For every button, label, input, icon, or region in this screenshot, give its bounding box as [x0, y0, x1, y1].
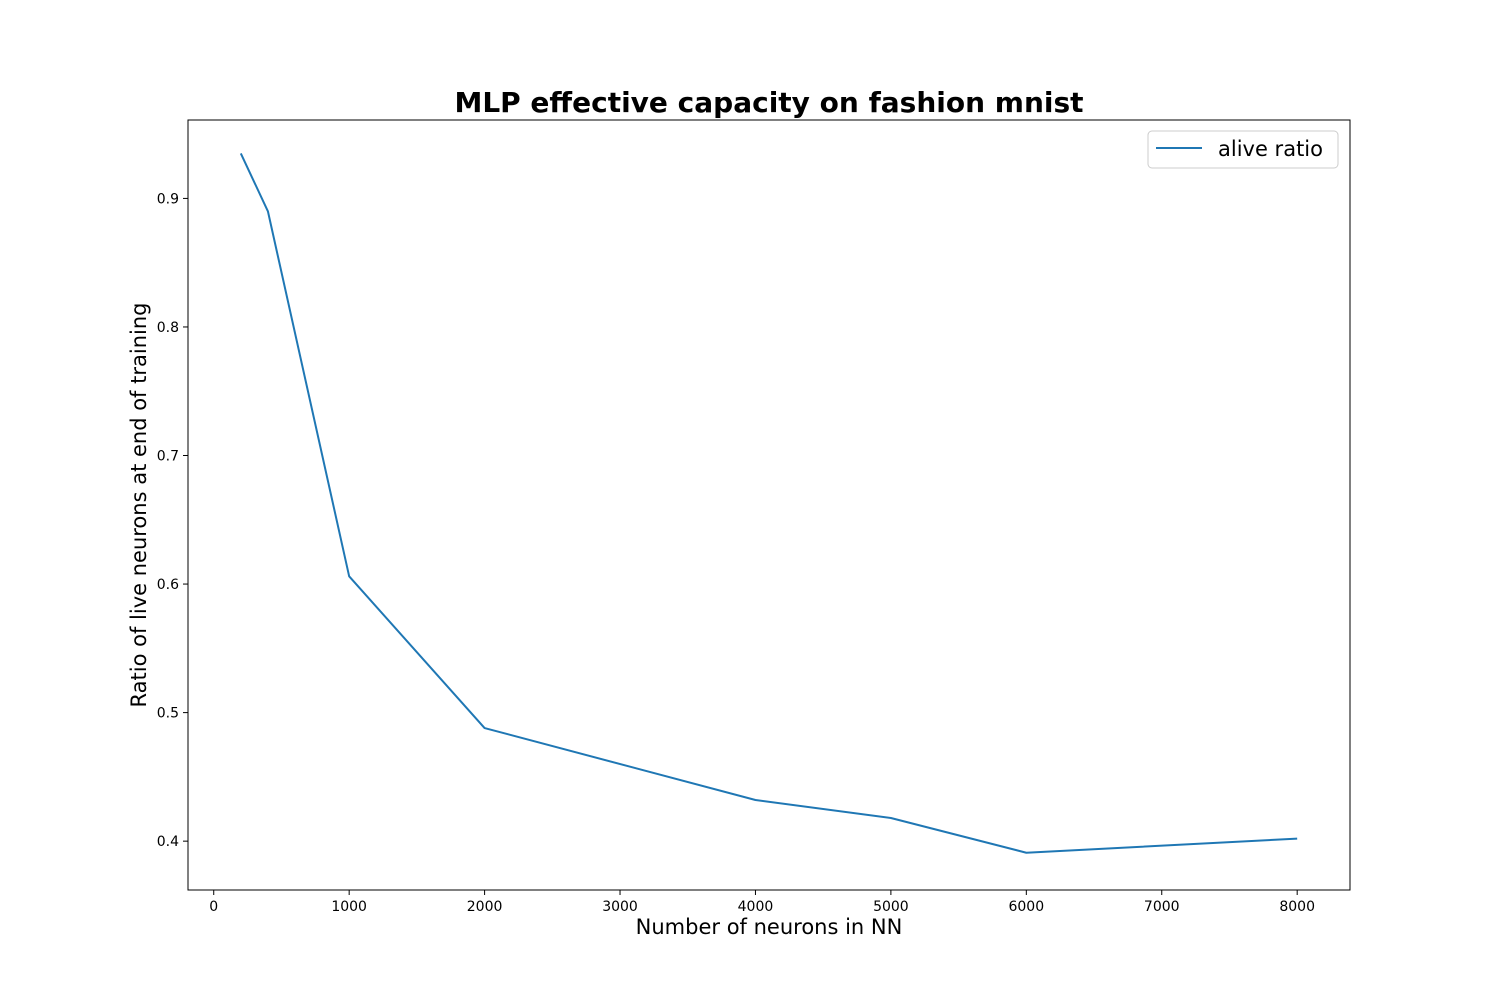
x-tick-label: 5000 — [873, 899, 909, 915]
y-tick-label: 0.7 — [157, 449, 179, 465]
x-tick-label: 1000 — [331, 899, 367, 915]
legend-box — [1147, 130, 1339, 169]
chart-title: MLP effective capacity on fashion mnist — [454, 86, 1083, 119]
y-tick-label: 0.9 — [157, 191, 179, 207]
x-tick-label: 0 — [209, 899, 218, 915]
x-tick-label: 4000 — [738, 899, 774, 915]
y-tick-label: 0.6 — [157, 577, 179, 593]
y-axis: 0.4 0.5 0.6 0.7 0.8 0.9 — [157, 191, 188, 850]
x-axis-label: Number of neurons in NN — [636, 915, 903, 939]
plot-area — [187, 119, 1351, 891]
legend: alive ratio — [1147, 130, 1339, 169]
x-tick-label: 2000 — [467, 899, 503, 915]
series-line-alive-ratio — [239, 152, 1298, 854]
x-tick-label: 3000 — [602, 899, 638, 915]
y-tick-label: 0.4 — [157, 834, 179, 850]
y-axis-label: Ratio of live neurons at end of training — [127, 303, 151, 708]
x-tick-label: 6000 — [1008, 899, 1044, 915]
x-tick-label: 7000 — [1144, 899, 1180, 915]
y-tick-label: 0.8 — [157, 320, 179, 336]
legend-label: alive ratio — [1218, 137, 1323, 161]
x-axis: 0 1000 2000 3000 4000 5000 6000 7000 8000 — [209, 890, 1315, 915]
y-tick-label: 0.5 — [157, 706, 179, 722]
series-layer — [239, 152, 1298, 854]
x-tick-label: 8000 — [1279, 899, 1315, 915]
